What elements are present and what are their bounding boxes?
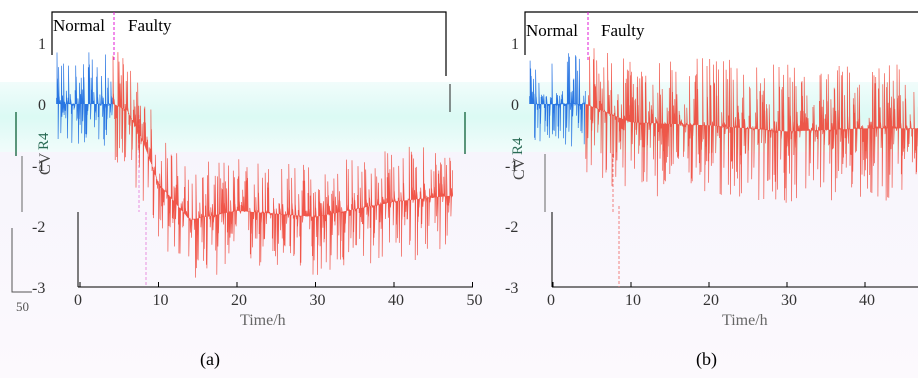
panel-a-ytick-label: -2 [32, 219, 45, 236]
panel-a-ytick-label: -3 [32, 280, 45, 297]
panel-b-series [529, 48, 918, 203]
panel-b-xtick-label: 20 [703, 292, 719, 309]
panel-b-series-normal [529, 53, 586, 147]
panel-a-corner-label: 50 [16, 299, 29, 314]
panel-a-region-label-faulty: Faulty [128, 16, 172, 35]
panel-a-ylabel: CV [37, 152, 54, 175]
panel-a-xlabel: Time/h [240, 312, 286, 329]
panel-a: 0 10 20 30 40 50-3-2-101 Normal Faulty CV R4 … [11, 11, 483, 370]
panel-b-xtick-label: 30 [781, 292, 797, 309]
panel-a-xtick-label: 10 [153, 292, 169, 309]
panel-b-ylabel: CV [511, 157, 528, 180]
panel-a-xtick-label: 20 [231, 292, 247, 309]
panel-b-xtick-label: 10 [625, 292, 641, 309]
panel-b-ylabel-extra: R4 [510, 137, 526, 155]
panel-a-xtick-label: 0 [74, 292, 82, 309]
panel-b-region-label-faulty: Faulty [601, 21, 645, 40]
panel-b-region-label-normal: Normal [526, 21, 578, 40]
panel-b-ytick-label: 1 [511, 36, 519, 53]
panel-b-ytick-label: -2 [505, 219, 518, 236]
panel-b: 0 10 20 30 40 -3 -2 -1 0 1 Normal Faulty CV R4 Ti… [505, 11, 918, 370]
panel-a-corner-bracket [11, 228, 32, 293]
panel-b-xtick-label: 0 [547, 292, 555, 309]
panel-a-ylabel-extra: R4 [36, 132, 52, 150]
panel-b-xtick-label: 40 [859, 292, 875, 309]
panel-b-region-bracket [524, 11, 918, 55]
panel-a-region-label-normal: Normal [53, 16, 105, 35]
panel-a-series-normal [56, 52, 113, 146]
panel-a-ytick-label: 1 [38, 36, 46, 53]
panel-b-ytick-label: 0 [511, 97, 519, 114]
panel-b-xlabel: Time/h [722, 312, 768, 329]
panel-b-ytick-label: -1 [505, 158, 518, 175]
panel-b-series-faulty [585, 48, 918, 203]
panel-b-ticks: 0 10 20 30 40 -3 -2 -1 0 1 [505, 36, 875, 309]
panel-a-ytick-label: 0 [38, 97, 46, 114]
panel-a-xtick-label: 40 [388, 292, 404, 309]
panel-b-caption: (b) [696, 349, 717, 370]
panel-a-xtick-label: 30 [310, 292, 326, 309]
panel-a-series [56, 52, 453, 278]
panel-a-xtick-label: 50 [467, 292, 483, 309]
panel-b-ytick-label: -3 [505, 280, 518, 297]
panel-a-ticks: 0 10 20 30 40 50 -3 -2 -1 0 1 [32, 36, 483, 309]
panel-a-ytick-label: -1 [32, 158, 45, 175]
panel-a-region-bracket [51, 11, 447, 76]
panel-a-caption: (a) [200, 349, 220, 370]
panel-a-series-faulty [112, 52, 453, 278]
